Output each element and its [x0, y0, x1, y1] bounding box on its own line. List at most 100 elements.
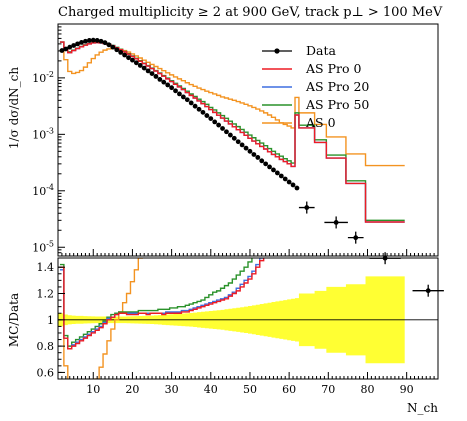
data-point — [216, 122, 222, 128]
series-as-0-line — [59, 41, 405, 167]
data-point — [86, 38, 92, 43]
y-tick-label-ratio: 1 — [47, 314, 54, 327]
data-point — [196, 106, 202, 112]
data-point — [180, 94, 186, 100]
data-point — [110, 44, 116, 50]
x-tick-label: 40 — [204, 383, 218, 396]
data-point — [208, 116, 214, 121]
data-point — [267, 164, 272, 170]
x-tick-label: 30 — [165, 383, 179, 396]
data-point — [353, 235, 359, 241]
x-tick-label: 20 — [125, 383, 139, 396]
data-point — [286, 179, 292, 185]
y-tick-label-ratio: 0.6 — [37, 366, 55, 379]
data-point — [130, 57, 135, 63]
data-point — [173, 88, 178, 94]
data-point — [71, 43, 77, 48]
legend-as-pro-50-label: AS Pro 50 — [305, 97, 369, 112]
data-point — [161, 79, 167, 85]
main-plot-frame — [57, 23, 439, 257]
data-point — [204, 113, 210, 118]
data-point — [106, 42, 112, 48]
x-tick-label: 10 — [86, 383, 100, 396]
data-point — [63, 46, 69, 52]
mc-histograms-ratio — [59, 258, 265, 379]
data-point — [79, 39, 84, 45]
legend-as-0-label: AS 0 — [305, 115, 336, 130]
y-tick-label-top: 10-2 — [32, 70, 54, 85]
data-point — [102, 40, 108, 46]
data-point — [177, 91, 182, 97]
data-point — [157, 76, 163, 82]
data-point — [247, 148, 253, 154]
data-point — [83, 38, 88, 44]
data-point — [118, 49, 124, 55]
x-tick-label: 90 — [400, 383, 414, 396]
data-point — [251, 152, 257, 157]
data-point — [425, 288, 431, 294]
data-point — [67, 44, 73, 50]
data-point — [75, 41, 80, 47]
x-tick-label: 60 — [282, 383, 296, 396]
y-axis-label-top: 1/σ dσ/dN_ch — [7, 67, 21, 150]
data-point — [263, 161, 269, 167]
data-point — [145, 68, 151, 74]
data-point — [153, 74, 159, 79]
data-point — [94, 38, 100, 43]
y-tick-label-top: 10-4 — [32, 183, 54, 198]
data-point — [278, 173, 284, 179]
ratio-plot-frame — [57, 257, 439, 380]
data-point — [59, 48, 65, 53]
x-axis-label: N_ch — [407, 401, 438, 415]
data-point — [220, 126, 225, 131]
data-point — [188, 100, 194, 106]
data-point — [290, 182, 296, 188]
data-point — [271, 167, 276, 173]
data-point — [274, 170, 280, 176]
x-tick-label: 70 — [321, 383, 335, 396]
data-point — [304, 205, 310, 210]
y-tick-label-top: 10-5 — [32, 239, 54, 254]
chart-title: Charged multiplicity ≥ 2 at 900 GeV, tra… — [58, 5, 443, 20]
data-point — [126, 55, 131, 61]
data-point — [137, 63, 143, 68]
y-tick-label-ratio: 1.4 — [37, 261, 55, 274]
y-tick-label-ratio: 1.2 — [37, 288, 55, 301]
legend-as-pro-0-label: AS Pro 0 — [305, 61, 361, 76]
ratio-as-0-line — [59, 258, 143, 379]
legend-as-pro-20-label: AS Pro 20 — [305, 79, 369, 94]
data-point — [212, 119, 218, 125]
legend-data-marker — [274, 48, 280, 54]
data-point — [243, 145, 249, 151]
data-point — [184, 97, 190, 103]
data-point — [224, 129, 229, 135]
data-point — [235, 139, 241, 145]
ratio-as-pro-0-line — [59, 258, 265, 350]
data-point — [141, 65, 147, 71]
data-point — [169, 85, 175, 91]
data-point — [122, 52, 127, 58]
data-point — [231, 135, 237, 141]
data-point — [149, 71, 155, 77]
x-tick-label: 50 — [243, 383, 257, 396]
ratio-as-pro-50-line — [59, 258, 253, 347]
data-point — [133, 60, 139, 66]
data-point — [255, 155, 261, 160]
data-point — [259, 158, 265, 164]
data-point — [294, 185, 300, 191]
data-point — [227, 132, 233, 138]
data-point — [239, 142, 245, 148]
data-point — [90, 37, 96, 43]
data-point — [98, 38, 104, 44]
axes: 10 20 30 40 50 60 70 80 90 10-5 10-4 10-3 10-2 0.6 0.8… — [32, 23, 435, 396]
legend: Data AS Pro 0 AS Pro 20 AS Pro 50 AS 0 — [262, 43, 369, 130]
legend-data-label: Data — [306, 43, 336, 58]
data-point — [192, 103, 198, 109]
data-point — [200, 109, 206, 115]
y-tick-label-top: 10-3 — [32, 126, 54, 141]
data-point — [165, 82, 171, 88]
data-points — [59, 37, 444, 297]
y-axis-label-ratio: MC/Data — [7, 293, 21, 347]
x-tick-label: 80 — [360, 383, 374, 396]
data-point — [114, 47, 120, 53]
